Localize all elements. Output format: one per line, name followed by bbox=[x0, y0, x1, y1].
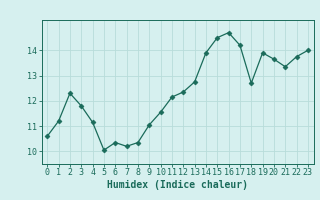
X-axis label: Humidex (Indice chaleur): Humidex (Indice chaleur) bbox=[107, 180, 248, 190]
